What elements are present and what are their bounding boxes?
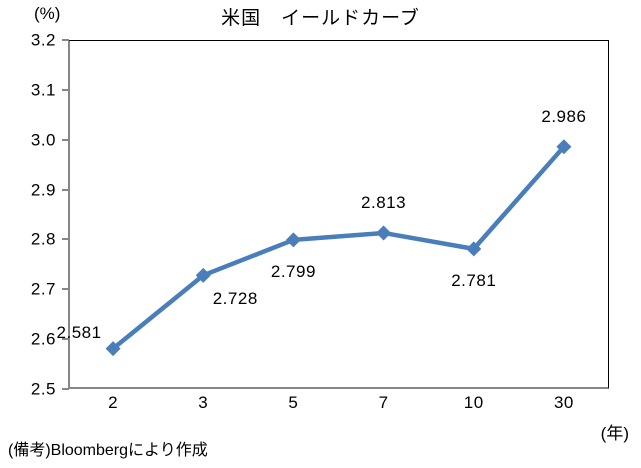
chart-title: 米国 イールドカーブ xyxy=(221,8,420,29)
y-axis-tick-label: 2.5 xyxy=(30,379,56,399)
data-point-label: 2.781 xyxy=(451,270,497,290)
x-axis-tick-label: 10 xyxy=(463,393,484,412)
series-line-layer xyxy=(105,139,572,357)
x-axis-unit-label: (年) xyxy=(600,424,629,443)
data-point-label: 2.813 xyxy=(361,192,407,212)
y-axis-tick-marks xyxy=(62,39,70,390)
y-axis-unit-label: (%) xyxy=(34,4,61,23)
y-axis-tick-label: 2.9 xyxy=(30,180,56,200)
data-point-label: 2.986 xyxy=(541,106,587,126)
data-point-label: 2.799 xyxy=(270,261,316,281)
y-axis-tick-label: 3.0 xyxy=(30,130,56,150)
data-point-labels: 2.581 2.728 2.799 2.813 2.781 2.986 xyxy=(57,40,609,389)
y-axis-tick-mark xyxy=(62,138,69,141)
series-line xyxy=(110,144,567,351)
data-point-marker xyxy=(556,139,572,155)
plot-area xyxy=(68,40,609,389)
y-axis-tick-mark xyxy=(62,388,69,390)
y-axis-tick-mark xyxy=(62,39,69,41)
y-axis-tick-label: 2.8 xyxy=(30,229,56,249)
y-axis-tick-label: 3.1 xyxy=(30,80,56,100)
y-axis-tick-mark xyxy=(62,188,69,191)
y-axis-tick-label: 2.6 xyxy=(30,329,56,349)
chart-footnote: (備考)Bloombergにより作成 xyxy=(8,442,208,459)
data-point-marker xyxy=(285,232,301,248)
data-point-marker xyxy=(195,267,211,283)
data-point-marker xyxy=(466,241,482,257)
y-axis-tick-labels: 3.2 3.1 3.0 2.9 2.8 2.7 2.6 2.5 xyxy=(0,32,62,398)
y-axis-tick-mark xyxy=(62,338,69,341)
y-axis-tick-label: 3.2 xyxy=(30,30,56,50)
y-axis-tick-mark xyxy=(62,88,69,91)
x-axis-tick-labels: 2 3 5 7 10 30 xyxy=(68,393,609,419)
x-axis-tick-label: 5 xyxy=(288,393,299,412)
data-point-label: 2.581 xyxy=(56,322,102,342)
y-axis-tick-mark xyxy=(62,238,69,241)
data-point-marker xyxy=(105,341,121,357)
x-axis-tick-label: 30 xyxy=(553,393,574,412)
x-axis-tick-label: 2 xyxy=(108,393,119,412)
y-axis-tick-mark xyxy=(62,288,69,291)
data-point-label: 2.728 xyxy=(212,289,258,309)
data-point-marker xyxy=(376,225,392,241)
x-axis-tick-label: 7 xyxy=(378,393,389,412)
x-axis-tick-label: 3 xyxy=(198,393,209,412)
y-axis-tick-label: 2.7 xyxy=(30,279,56,299)
